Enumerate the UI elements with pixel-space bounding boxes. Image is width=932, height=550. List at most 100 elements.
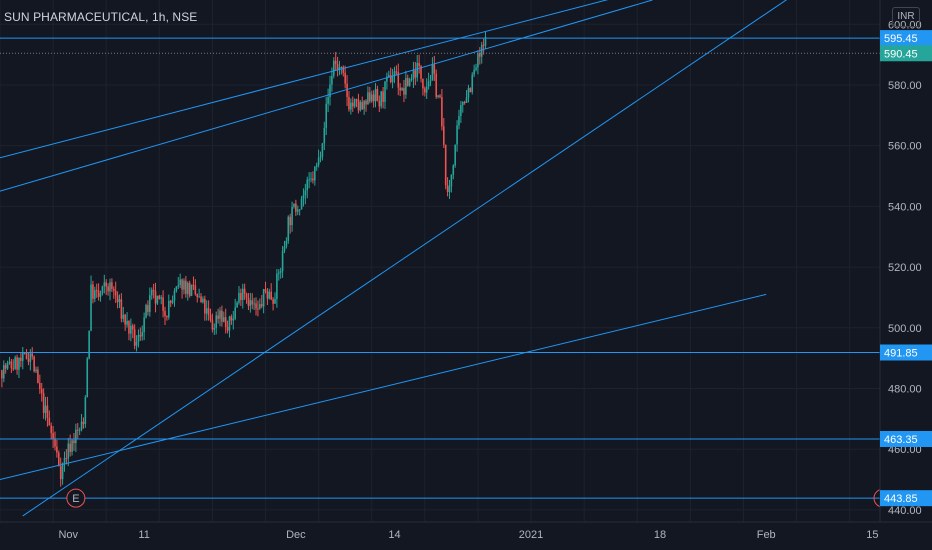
candle-body bbox=[285, 240, 288, 247]
candle-body bbox=[94, 290, 96, 299]
earnings-marker-label: E bbox=[72, 493, 79, 505]
candle-body bbox=[57, 452, 60, 467]
candle-body bbox=[118, 299, 121, 303]
candle-body bbox=[291, 206, 293, 226]
candle-body bbox=[259, 304, 261, 309]
trend-line[interactable] bbox=[22, 0, 804, 517]
candle-body bbox=[387, 75, 390, 77]
currency-badge[interactable]: INR bbox=[892, 7, 920, 27]
trend-line[interactable] bbox=[0, 293, 767, 480]
candle-body bbox=[152, 289, 155, 292]
candle-body bbox=[465, 97, 468, 103]
candle-body bbox=[204, 298, 206, 314]
time-axis-background bbox=[0, 522, 932, 550]
candle-body bbox=[158, 295, 161, 299]
candle-body bbox=[109, 282, 111, 292]
candle-body bbox=[405, 77, 407, 95]
candle-body bbox=[116, 295, 119, 303]
candles bbox=[1, 31, 487, 487]
candle-body bbox=[281, 250, 284, 272]
candle-body bbox=[295, 203, 297, 212]
time-tick-label: Feb bbox=[757, 529, 776, 541]
candle-body bbox=[410, 78, 413, 80]
candle-body bbox=[56, 446, 58, 453]
trend-lines[interactable] bbox=[0, 0, 804, 517]
candle-body bbox=[370, 94, 373, 102]
candle-body bbox=[105, 282, 108, 287]
candle-body bbox=[344, 72, 346, 84]
candle-body bbox=[444, 144, 447, 186]
candle-body bbox=[69, 443, 71, 452]
candle-body bbox=[359, 102, 362, 111]
candle-body bbox=[433, 64, 436, 74]
trend-line[interactable] bbox=[0, 0, 653, 192]
price-tick-label: 460.00 bbox=[888, 444, 922, 456]
candle-body bbox=[266, 291, 269, 299]
candle-body bbox=[40, 388, 43, 394]
time-tick-label: 14 bbox=[388, 529, 400, 541]
candle-body bbox=[179, 279, 181, 286]
candle-body bbox=[8, 361, 11, 364]
candle-body bbox=[389, 75, 392, 83]
time-tick-label: 15 bbox=[866, 529, 878, 541]
candle-body bbox=[386, 76, 388, 82]
candle-body bbox=[205, 308, 208, 314]
candle-body bbox=[171, 300, 174, 303]
candle-body bbox=[391, 76, 394, 83]
candle-body bbox=[232, 318, 235, 321]
candle-body bbox=[185, 280, 187, 294]
price-axis-background bbox=[880, 0, 932, 550]
candle-body bbox=[395, 71, 398, 73]
candle-body bbox=[23, 352, 26, 354]
candle-body bbox=[95, 290, 98, 292]
candle-body bbox=[52, 432, 54, 440]
candle-body bbox=[414, 70, 417, 78]
candle-body bbox=[209, 314, 212, 320]
candle-body bbox=[471, 74, 474, 93]
candle-body bbox=[397, 72, 400, 88]
trend-line[interactable] bbox=[0, 0, 630, 159]
candle-body bbox=[20, 357, 22, 361]
candle-body bbox=[296, 209, 299, 212]
candle-body bbox=[169, 300, 172, 303]
candle-body bbox=[211, 319, 214, 330]
candle-body bbox=[399, 87, 401, 91]
candle-body bbox=[135, 342, 138, 346]
candle-body bbox=[131, 325, 134, 330]
candle-body bbox=[257, 308, 259, 310]
time-axis[interactable]: Nov 11 Dec 14 2021 18 Feb 15 bbox=[0, 521, 932, 550]
candle-body bbox=[456, 125, 458, 145]
candle-body bbox=[101, 286, 104, 294]
candle-body bbox=[29, 353, 32, 362]
candle-body bbox=[473, 69, 475, 75]
candle-body bbox=[302, 195, 305, 199]
candle-body bbox=[200, 296, 202, 303]
candle-body bbox=[363, 100, 365, 110]
candle-body bbox=[133, 329, 136, 346]
candle-body bbox=[139, 335, 142, 337]
candle-body bbox=[181, 279, 183, 290]
candle-body bbox=[314, 166, 316, 181]
candle-body bbox=[240, 292, 242, 300]
last-price-tag bbox=[880, 45, 932, 62]
price-levels[interactable] bbox=[0, 37, 880, 499]
candle-body bbox=[334, 60, 337, 64]
price-axis[interactable]: 440.00 460.00 480.00 500.00 520.00 540.00 560.… bbox=[879, 0, 932, 550]
candle-body bbox=[80, 421, 83, 430]
candle-body bbox=[61, 462, 64, 480]
earnings-marker-icon[interactable] bbox=[66, 488, 86, 508]
candle-body bbox=[194, 285, 197, 295]
price-level-label: 463.35 bbox=[884, 434, 918, 446]
candle-body bbox=[71, 440, 73, 452]
candle-body bbox=[167, 300, 170, 318]
candle-body bbox=[380, 91, 383, 107]
candle-body bbox=[149, 295, 151, 312]
candle-body bbox=[249, 300, 252, 306]
candle-body bbox=[112, 288, 115, 291]
candle-body bbox=[73, 440, 75, 444]
candle-body bbox=[298, 209, 301, 211]
time-tick-label: Dec bbox=[286, 529, 306, 541]
price-level-label: 595.45 bbox=[884, 33, 918, 45]
candle-body bbox=[312, 178, 314, 181]
